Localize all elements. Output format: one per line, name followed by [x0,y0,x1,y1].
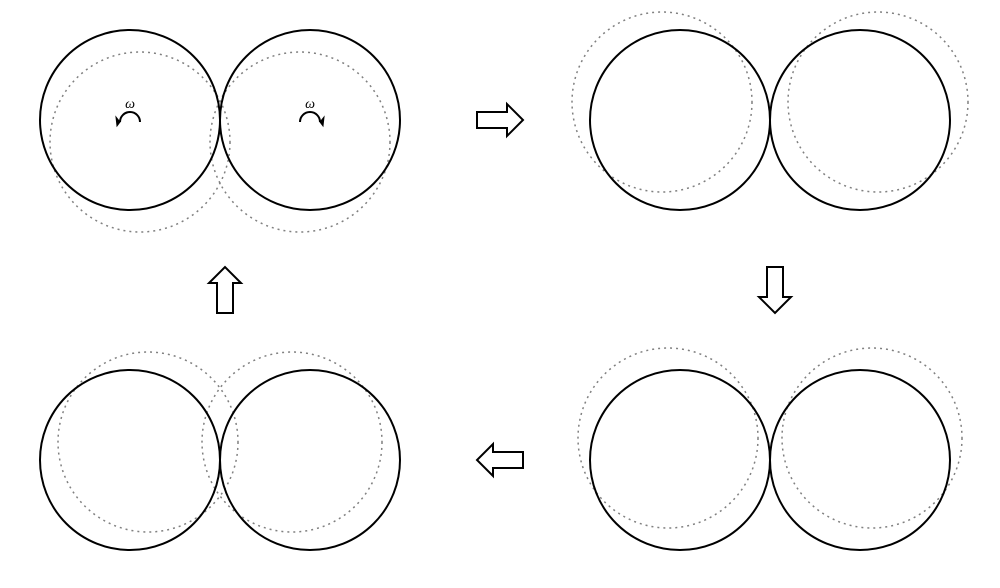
block-arrow-icon [759,267,791,313]
panel-top-right [572,12,968,210]
block-arrow-icon [477,104,523,136]
panel-bottom-right [578,348,962,550]
dotted-circle-right [210,52,390,232]
dotted-circle-left [578,348,758,528]
arrow-right-icon [759,267,791,313]
solid-circle-right [220,370,400,550]
dotted-circle-left [58,352,238,532]
dotted-circle-right [788,12,968,192]
arrow-top-icon [477,104,523,136]
dotted-circle-left [572,12,752,192]
dotted-circle-left [50,52,230,232]
block-arrow-icon [209,267,241,313]
solid-circle-right [770,30,950,210]
block-arrow-icon [477,444,523,476]
panel-top-left: ωω [40,30,400,232]
dotted-circle-right [782,348,962,528]
dotted-circle-right [202,352,382,532]
omega-label: ω [125,97,135,112]
arrow-bottom-icon [477,444,523,476]
panel-bottom-left [40,352,400,550]
solid-circle-right [220,30,400,210]
omega-arc [120,112,140,122]
omega-left-icon: ω [116,97,140,126]
omega-right-icon: ω [300,97,324,126]
omega-arc [300,112,320,122]
solid-circle-left [590,30,770,210]
omega-label: ω [305,97,315,112]
solid-circle-right [770,370,950,550]
diagram-canvas: ωω [0,0,1000,588]
solid-circle-left [40,370,220,550]
solid-circle-left [590,370,770,550]
arrow-left-icon [209,267,241,313]
omega-arrowhead-icon [116,117,120,126]
omega-arrowhead-icon [320,117,324,126]
solid-circle-left [40,30,220,210]
